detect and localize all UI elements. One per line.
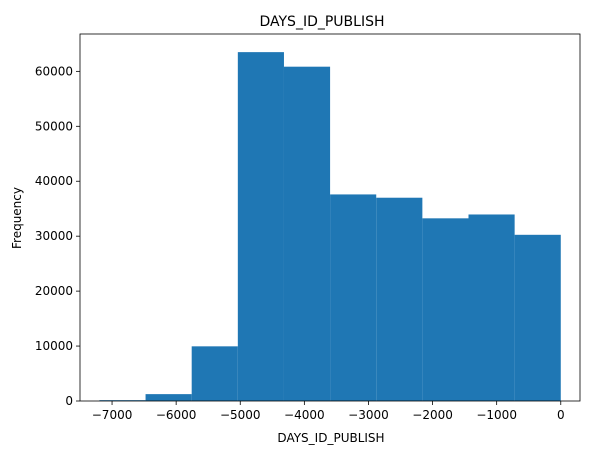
x-axis-ticks: −7000 −6000 −5000 −4000 −3000 −2000 −1000 0	[92, 401, 565, 422]
y-axis-label: Frequency	[10, 187, 24, 249]
x-tick-label: 0	[557, 408, 565, 422]
x-tick-label: −3000	[348, 408, 389, 422]
histogram-bar	[145, 394, 192, 401]
histogram-bar	[283, 66, 331, 402]
histogram-bar	[99, 400, 146, 401]
histogram-bar	[191, 346, 238, 401]
y-tick-label: 60000	[35, 64, 73, 78]
chart-title: DAYS_ID_PUBLISH	[259, 14, 384, 30]
y-tick-label: 10000	[35, 339, 73, 353]
x-tick-label: −2000	[412, 408, 453, 422]
x-tick-label: −4000	[284, 408, 325, 422]
y-tick-label: 20000	[35, 284, 73, 298]
histogram-bar	[330, 194, 377, 401]
y-axis-ticks: 0 10000 20000 30000 40000 50000 60000	[35, 64, 80, 408]
histogram-bar	[514, 234, 561, 401]
plot-frame	[79, 33, 581, 402]
x-tick-label: −7000	[92, 408, 133, 422]
histogram-bar	[376, 197, 423, 401]
x-tick-label: −6000	[156, 408, 197, 422]
bars-group	[99, 52, 561, 402]
x-tick-label: −5000	[220, 408, 261, 422]
y-tick-label: 50000	[35, 119, 73, 133]
histogram-bar	[237, 52, 284, 401]
x-tick-label: −1000	[476, 408, 517, 422]
y-tick-label: 40000	[35, 174, 73, 188]
histogram-bar	[422, 218, 469, 401]
histogram-bar	[468, 214, 515, 401]
y-tick-label: 0	[65, 394, 73, 408]
y-tick-label: 30000	[35, 229, 73, 243]
x-axis-label: DAYS_ID_PUBLISH	[277, 431, 384, 445]
